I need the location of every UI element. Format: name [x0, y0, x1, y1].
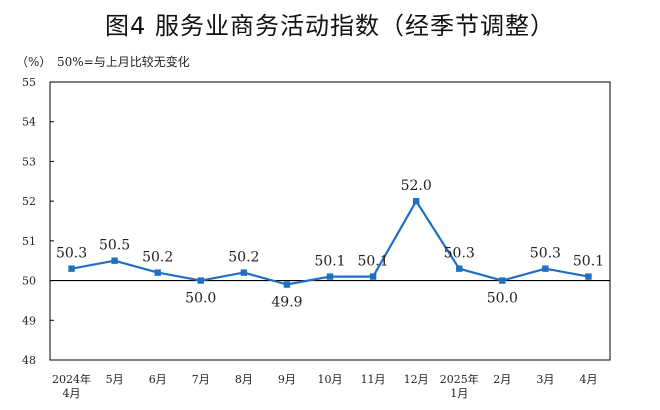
x-tick-label: 3月 [536, 373, 554, 386]
y-tick-label: 48 [22, 354, 36, 367]
y-tick-label: 50 [22, 275, 36, 288]
data-point [154, 269, 161, 276]
data-label: 50.1 [314, 254, 345, 270]
data-point [111, 257, 118, 264]
data-point [542, 265, 549, 272]
data-label: 50.3 [530, 246, 561, 262]
y-tick-label: 55 [22, 76, 36, 89]
series-group: 50.3 50.5 50.2 50.0 50.2 49.9 50.1 50.1 52.0 50.3… [56, 178, 604, 310]
x-tick-label: 4月 [63, 387, 81, 400]
data-label: 50.2 [142, 250, 173, 266]
y-tick-label: 52 [22, 195, 36, 208]
y-axis-unit: （%） [16, 55, 52, 69]
data-point [240, 269, 248, 276]
data-label: 52.0 [401, 178, 432, 194]
x-tick-label: 2024年 [52, 372, 91, 386]
data-point [326, 273, 334, 280]
data-point [283, 281, 291, 288]
x-tick-label: 1月 [450, 387, 468, 400]
y-tick-label: 53 [22, 155, 36, 168]
data-label: 50.0 [185, 291, 216, 307]
data-label: 50.1 [357, 254, 388, 270]
data-label: 50.3 [56, 246, 87, 262]
series-line [71, 200, 589, 286]
y-tick-label: 49 [22, 314, 36, 327]
y-tick-label: 54 [22, 116, 36, 129]
data-label: 50.0 [487, 291, 518, 307]
data-point [585, 273, 592, 280]
x-tick-label: 9月 [278, 373, 296, 386]
data-point [369, 273, 377, 280]
x-tick-label: 5月 [106, 373, 124, 386]
y-tick-label: 51 [22, 235, 36, 248]
data-label: 50.1 [573, 254, 604, 270]
x-tick-label: 2025年 [440, 372, 479, 386]
x-tick-label: 7月 [192, 373, 210, 386]
data-point [499, 277, 506, 284]
data-label: 50.3 [444, 246, 475, 262]
x-tick-label: 10月 [318, 373, 343, 386]
y-axis-ticks: 48 49 50 51 52 53 54 55 [22, 76, 54, 367]
data-label: 50.5 [99, 238, 130, 254]
x-tick-label: 2月 [493, 373, 511, 386]
brand-watermark-icon [618, 394, 654, 407]
data-point [412, 197, 420, 205]
x-tick-label: 4月 [579, 373, 597, 386]
data-label: 49.9 [271, 295, 302, 311]
data-point [68, 265, 75, 272]
data-point [197, 277, 204, 284]
x-tick-label: 6月 [149, 373, 167, 386]
x-tick-label: 11月 [361, 373, 386, 386]
chart-title: 图4 服务业商务活动指数（经季节调整） [105, 12, 555, 40]
data-point [456, 265, 463, 272]
x-tick-label: 12月 [404, 373, 429, 386]
plot-area-frame [49, 81, 611, 361]
x-tick-label: 8月 [235, 373, 253, 386]
reference-note: 50%=与上月比较无变化 [57, 55, 190, 69]
data-label: 50.2 [228, 250, 259, 266]
